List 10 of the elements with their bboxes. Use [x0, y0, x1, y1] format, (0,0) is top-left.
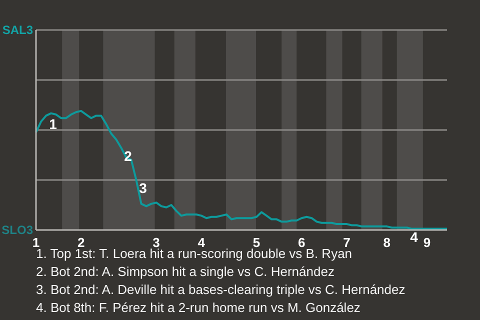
text: 4. Bot 8th: F. Pérez hit a 2-run home run vs M. González	[36, 299, 362, 317]
text: SLO3	[2, 222, 33, 238]
annotation: 2	[124, 148, 132, 164]
annotation: 1	[49, 116, 57, 132]
x-tick-label: 8	[383, 235, 390, 250]
text: SAL3	[2, 22, 33, 38]
annotation: 3	[139, 180, 147, 196]
text: 2. Bot 2nd: A. Simpson hit a single vs C. Hernández	[36, 263, 336, 281]
text: 3. Bot 2nd: A. Deville hit a bases-clearing triple vs C. Hernández	[36, 281, 406, 299]
x-tick-label: 9	[423, 235, 431, 250]
